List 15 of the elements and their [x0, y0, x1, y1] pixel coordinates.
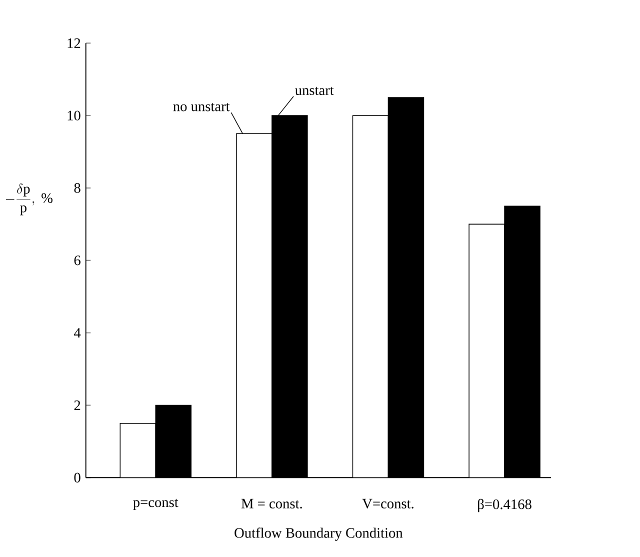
y-tick-label: 12: [68, 38, 80, 48]
x-tick-label: V=const.: [362, 498, 414, 508]
series-label: no unstart: [173, 102, 230, 112]
y-tick-label: 4: [74, 328, 81, 338]
y-tick-label: 10: [68, 110, 80, 120]
x-axis-title: Outflow Boundary Condition: [234, 527, 403, 541]
y-tick-label: 8: [74, 183, 80, 193]
y-axis-title: $-\frac{\delta \mathrm{p}}{\mathrm{p}},\ \%$: [6, 184, 52, 216]
x-tick-label: M = const.: [241, 498, 302, 508]
x-tick-label: β=0.4168: [478, 498, 532, 512]
series-label: unstart: [295, 86, 334, 95]
y-tick-label: 6: [74, 255, 80, 266]
y-tick-label: 2: [74, 400, 80, 410]
y-tick-label: 0: [74, 472, 80, 482]
x-tick-label: p=const: [133, 498, 178, 510]
